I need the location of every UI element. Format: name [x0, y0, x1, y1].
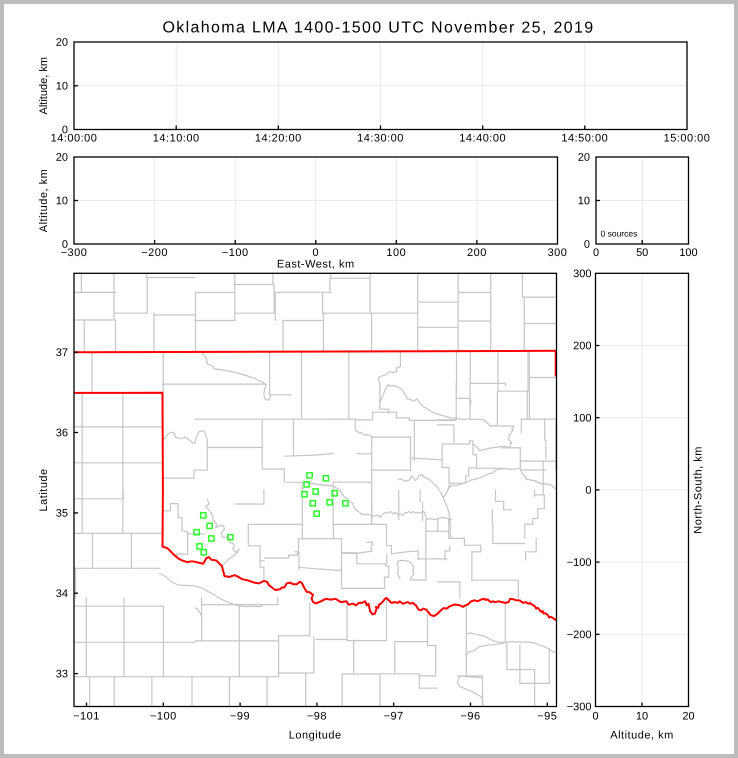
svg-text:200: 200 [467, 247, 487, 259]
svg-text:20: 20 [56, 37, 68, 49]
svg-text:0: 0 [592, 710, 598, 722]
svg-text:−300: −300 [61, 247, 88, 259]
svg-text:0: 0 [593, 247, 599, 259]
svg-text:−98: −98 [307, 710, 327, 722]
svg-text:0: 0 [585, 485, 591, 497]
svg-text:0: 0 [62, 124, 68, 136]
svg-text:20: 20 [578, 152, 590, 164]
svg-text:100: 100 [573, 412, 591, 424]
svg-text:300: 300 [573, 268, 591, 280]
svg-text:Longitude: Longitude [289, 729, 342, 741]
svg-text:10: 10 [578, 195, 590, 207]
svg-text:−95: −95 [537, 710, 557, 722]
svg-text:37: 37 [56, 347, 68, 359]
svg-text:10: 10 [636, 710, 648, 722]
svg-text:14:40:00: 14:40:00 [459, 132, 506, 144]
svg-text:14:50:00: 14:50:00 [561, 132, 608, 144]
svg-text:−300: −300 [567, 701, 592, 713]
svg-text:0: 0 [312, 247, 319, 259]
svg-text:14:00:00: 14:00:00 [51, 132, 98, 144]
svg-text:Altitude, km: Altitude, km [610, 729, 673, 741]
svg-text:0: 0 [62, 239, 68, 251]
svg-text:33: 33 [56, 668, 68, 680]
svg-text:14:30:00: 14:30:00 [357, 132, 404, 144]
svg-text:100: 100 [679, 247, 697, 259]
svg-text:Altitude, km: Altitude, km [38, 57, 50, 114]
svg-text:300: 300 [548, 247, 568, 259]
svg-text:35: 35 [56, 508, 68, 520]
svg-text:50: 50 [636, 247, 648, 259]
svg-text:−99: −99 [230, 710, 250, 722]
svg-text:20: 20 [56, 152, 68, 164]
svg-text:34: 34 [56, 588, 68, 600]
svg-text:10: 10 [56, 80, 68, 92]
svg-text:−97: −97 [384, 710, 404, 722]
svg-text:Oklahoma LMA 1400-1500 UTC Nov: Oklahoma LMA 1400-1500 UTC November 25, … [162, 19, 594, 36]
svg-text:0: 0 [584, 239, 590, 251]
svg-text:North-South, km: North-South, km [693, 446, 705, 534]
svg-text:Latitude: Latitude [38, 468, 50, 511]
svg-text:−101: −101 [73, 710, 100, 722]
svg-text:200: 200 [573, 340, 591, 352]
svg-text:36: 36 [56, 427, 68, 439]
svg-text:−200: −200 [141, 247, 168, 259]
svg-text:−100: −100 [150, 710, 177, 722]
svg-text:−100: −100 [567, 557, 592, 569]
svg-text:Altitude, km: Altitude, km [38, 169, 50, 232]
svg-text:10: 10 [56, 195, 68, 207]
svg-text:20: 20 [682, 710, 694, 722]
svg-text:100: 100 [386, 247, 406, 259]
svg-text:14:20:00: 14:20:00 [255, 132, 302, 144]
svg-text:East-West, km: East-West, km [277, 258, 355, 270]
svg-text:14:10:00: 14:10:00 [153, 132, 200, 144]
svg-text:0 sources: 0 sources [600, 229, 637, 239]
svg-text:−96: −96 [460, 710, 480, 722]
svg-text:15:00:00: 15:00:00 [664, 132, 711, 144]
svg-text:−200: −200 [567, 629, 592, 641]
svg-text:−100: −100 [222, 247, 249, 259]
